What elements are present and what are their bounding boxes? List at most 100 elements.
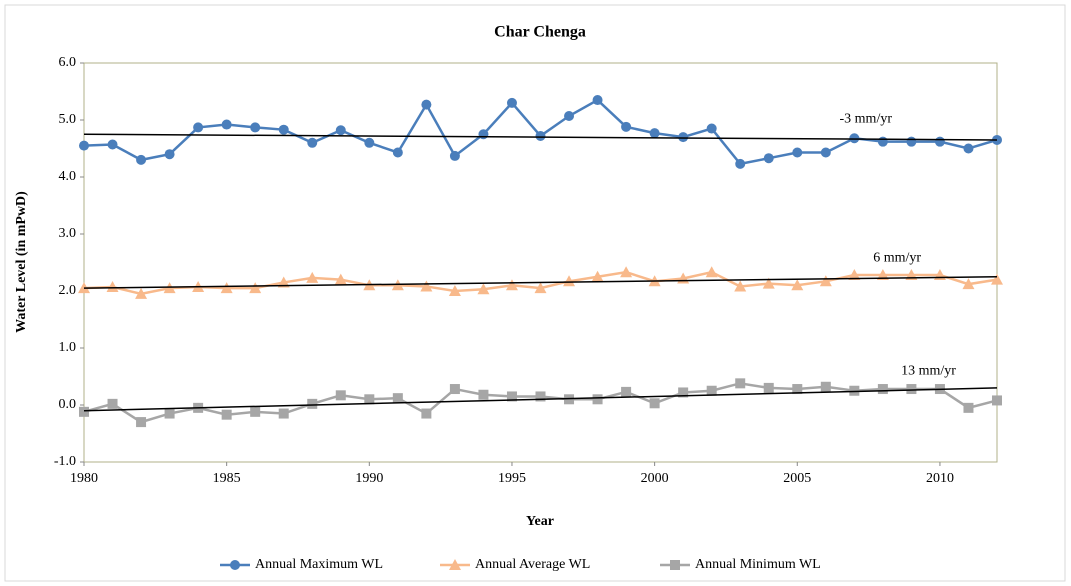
point	[820, 147, 831, 158]
point	[591, 270, 604, 282]
point	[564, 111, 575, 122]
point	[505, 279, 518, 291]
point	[962, 278, 975, 290]
point	[877, 136, 888, 147]
point	[107, 139, 118, 150]
legend-label: Annual Maximum WL	[255, 557, 383, 572]
point	[79, 406, 89, 417]
point	[535, 130, 546, 141]
point	[421, 99, 432, 110]
point	[792, 384, 803, 395]
point	[991, 273, 1003, 285]
point	[763, 153, 774, 164]
point	[534, 282, 547, 294]
point	[876, 269, 889, 281]
point	[791, 279, 804, 291]
trend-line	[83, 133, 998, 141]
point	[792, 147, 803, 158]
x-tick-label: 1980	[70, 471, 98, 486]
y-tick-label: 2.0	[59, 283, 77, 298]
point	[164, 149, 175, 160]
point	[278, 408, 289, 419]
x-axis-title: Year	[526, 514, 554, 529]
legend-label: Annual Minimum WL	[695, 557, 821, 572]
point	[678, 387, 689, 398]
point	[449, 559, 461, 570]
point	[448, 285, 461, 296]
point	[763, 382, 774, 393]
trend-label: 13 mm/yr	[901, 364, 956, 379]
point	[306, 271, 319, 283]
point	[621, 386, 632, 397]
point	[649, 128, 660, 139]
point	[820, 381, 831, 392]
point	[563, 275, 576, 287]
point	[849, 133, 860, 144]
point	[877, 384, 888, 395]
point	[735, 158, 746, 169]
trend-label: 6 mm/yr	[873, 251, 921, 266]
point	[449, 384, 460, 395]
point	[364, 137, 375, 148]
point	[230, 560, 240, 570]
point	[620, 266, 633, 278]
x-tick-label: 1990	[355, 471, 383, 486]
point	[706, 123, 717, 134]
point	[193, 122, 204, 133]
point	[250, 406, 261, 417]
point	[906, 136, 917, 147]
point	[364, 394, 375, 405]
point	[670, 560, 680, 570]
point	[392, 147, 403, 158]
point	[992, 395, 1002, 406]
point	[249, 282, 262, 294]
point	[819, 275, 832, 287]
point	[478, 129, 489, 140]
point	[705, 266, 718, 278]
plot-area	[83, 62, 998, 463]
point	[135, 287, 148, 299]
x-tick-label: 1995	[498, 471, 526, 486]
point	[592, 95, 603, 106]
trend-label: -3 mm/yr	[840, 111, 893, 126]
point	[106, 281, 119, 293]
chart-title: Char Chenga	[494, 24, 586, 41]
y-tick-label: 4.0	[59, 169, 77, 184]
point	[79, 140, 89, 151]
point	[335, 390, 346, 401]
point	[934, 136, 945, 147]
point	[449, 150, 460, 161]
y-tick-label: 5.0	[59, 112, 77, 127]
point	[334, 273, 347, 285]
point	[307, 137, 318, 148]
point	[592, 394, 603, 405]
y-tick-label: 3.0	[59, 226, 77, 241]
point	[478, 389, 489, 400]
point	[335, 125, 346, 136]
point	[706, 385, 717, 396]
point	[278, 124, 289, 135]
point	[221, 409, 232, 420]
y-tick-label: -1.0	[54, 454, 76, 469]
point	[734, 280, 747, 292]
point	[506, 97, 517, 108]
point	[762, 277, 775, 289]
point	[735, 378, 746, 389]
point	[421, 408, 432, 419]
y-axis-title: Water Level (in mPwD)	[14, 191, 29, 333]
point	[535, 391, 546, 402]
trend-line	[83, 387, 998, 412]
x-tick-label: 1985	[213, 471, 241, 486]
y-tick-label: 1.0	[59, 340, 77, 355]
point	[221, 119, 232, 130]
x-tick-label: 2010	[926, 471, 954, 486]
point	[678, 132, 689, 143]
point	[250, 122, 261, 133]
point	[477, 283, 490, 295]
point	[848, 269, 861, 281]
point	[906, 384, 917, 395]
trend-line	[83, 276, 998, 289]
point	[136, 154, 147, 165]
point	[107, 398, 118, 409]
